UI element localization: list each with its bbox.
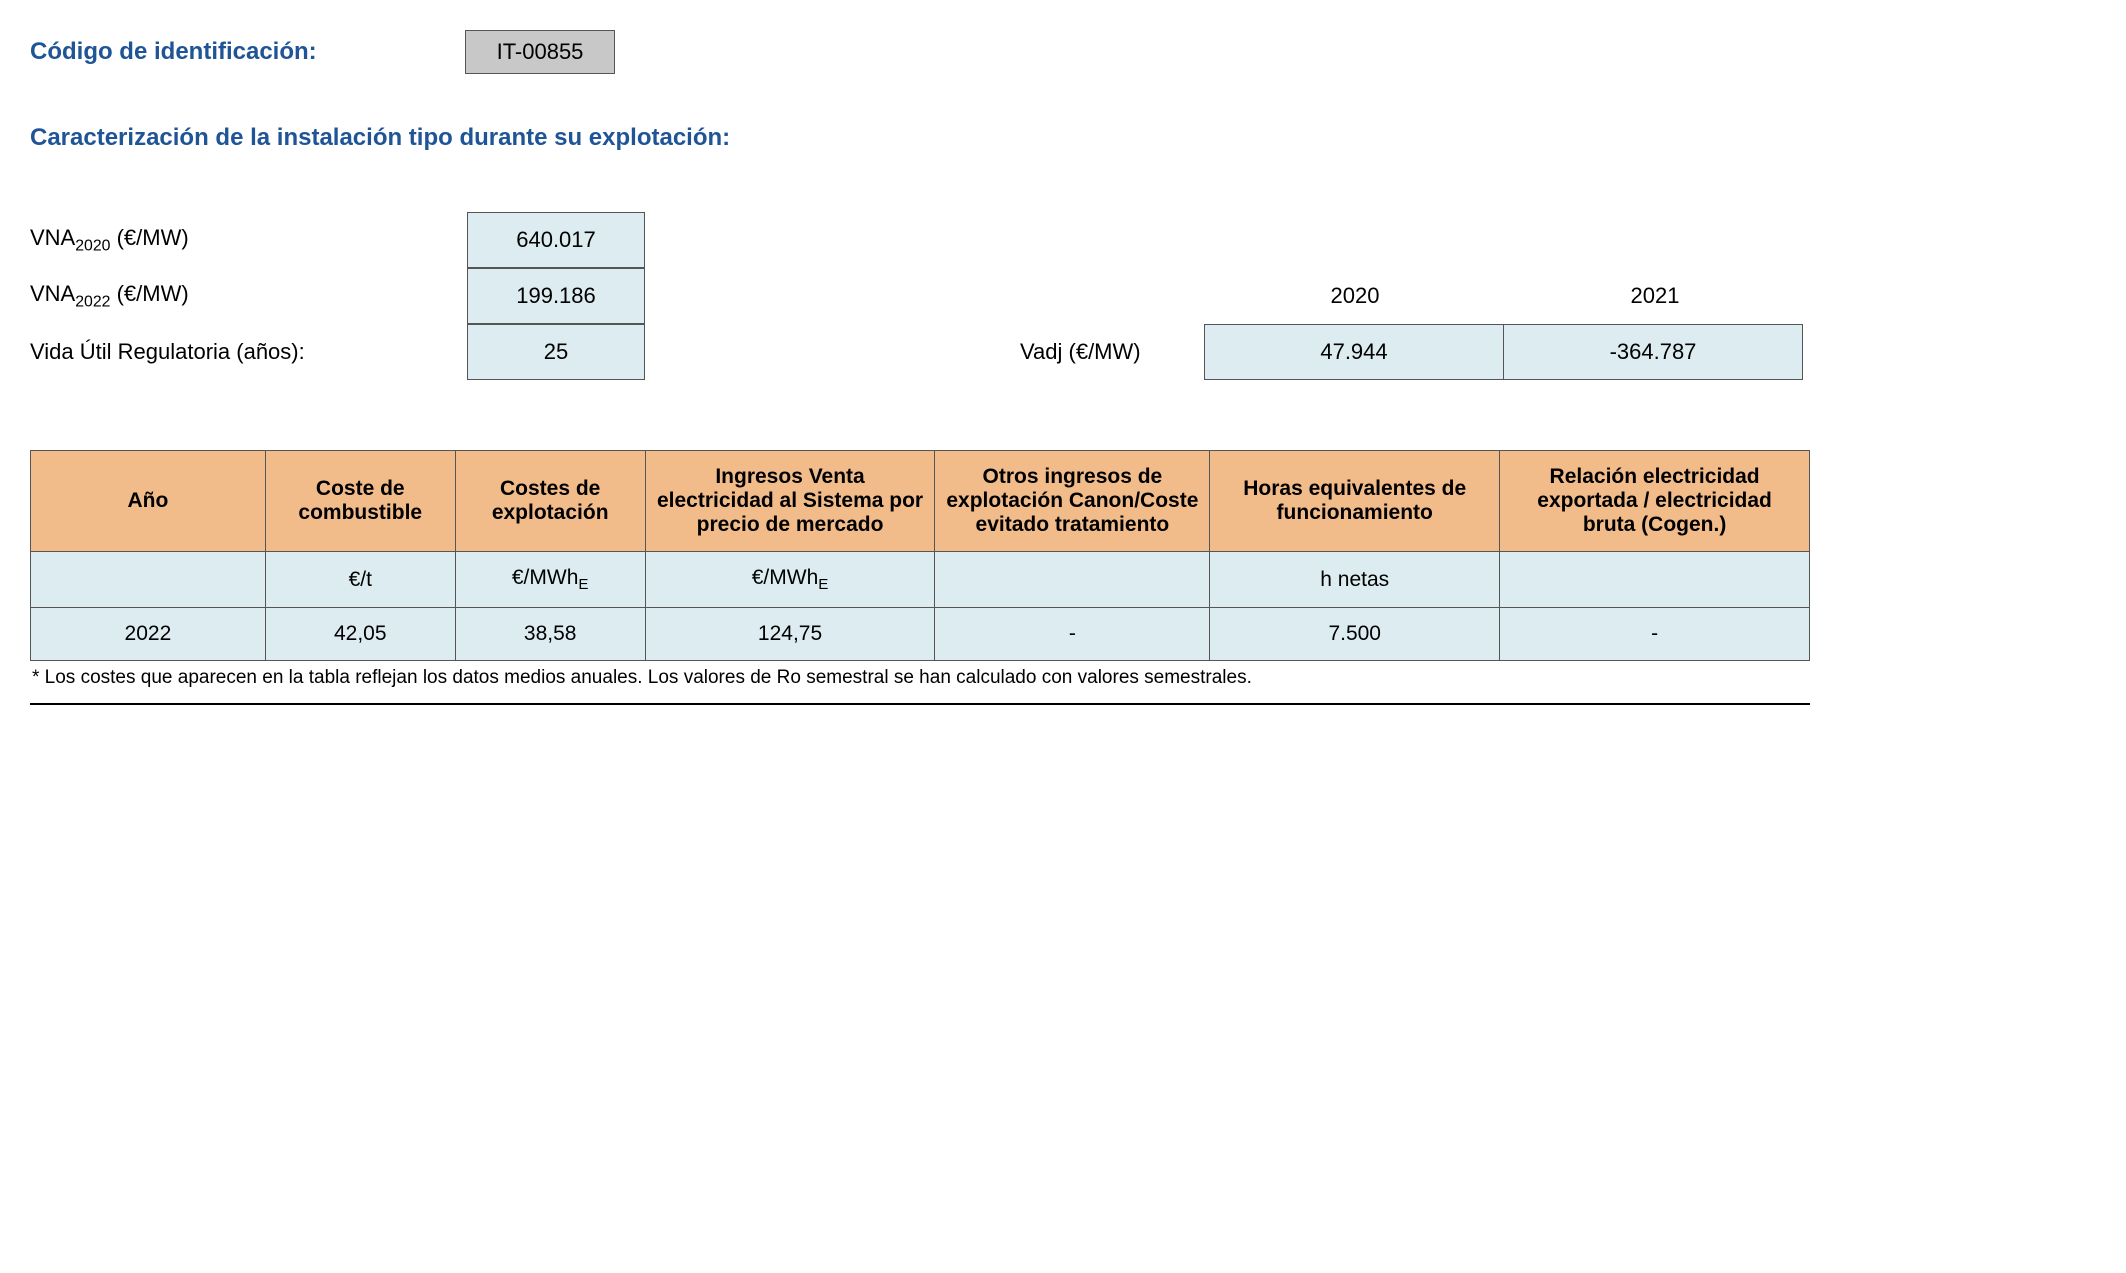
- vna-2020-row: VNA2020 (€/MW) 640.017: [30, 212, 645, 268]
- cell-ano: 2022: [31, 608, 266, 661]
- main-table: Año Coste de combustible Costes de explo…: [30, 450, 1810, 661]
- vna-2022-suffix: (€/MW): [110, 281, 188, 306]
- cell-costes-expl: 38,58: [455, 608, 645, 661]
- vna-2020-label: VNA2020 (€/MW): [30, 225, 468, 255]
- unit-ingresos-venta-prefix: €/MWh: [752, 566, 819, 589]
- section-title: Caracterización de la instalación tipo d…: [30, 124, 2096, 152]
- unit-ano: [31, 552, 266, 608]
- vna-2022-prefix: VNA: [30, 281, 75, 306]
- code-value-box: IT-00855: [465, 30, 615, 74]
- vna-2022-sub: 2022: [75, 293, 110, 310]
- vadj-2020-value: 47.944: [1204, 324, 1504, 380]
- unit-costes-expl: €/MWhE: [455, 552, 645, 608]
- parameters-left: VNA2020 (€/MW) 640.017 VNA2022 (€/MW) 19…: [30, 212, 645, 380]
- th-relacion: Relación electricidad exportada / electr…: [1500, 451, 1810, 552]
- unit-costes-expl-sub: E: [578, 576, 588, 593]
- unit-coste-comb: €/t: [265, 552, 455, 608]
- vadj-zone: 2020 2021 Vadj (€/MW) 47.944 -364.787: [1015, 268, 1805, 380]
- unit-relacion: [1500, 552, 1810, 608]
- divider-line: [30, 703, 1810, 705]
- table-units-row: €/t €/MWhE €/MWhE h netas: [31, 552, 1810, 608]
- code-label: Código de identificación:: [30, 30, 465, 66]
- cell-relacion: -: [1500, 608, 1810, 661]
- cell-otros-ingresos: -: [935, 608, 1210, 661]
- th-otros-ingresos: Otros ingresos de explotación Canon/Cost…: [935, 451, 1210, 552]
- vida-label: Vida Útil Regulatoria (años):: [30, 339, 468, 365]
- th-ingresos-venta: Ingresos Venta electricidad al Sistema p…: [645, 451, 935, 552]
- cell-ingresos-venta: 124,75: [645, 608, 935, 661]
- unit-ingresos-venta-sub: E: [818, 576, 828, 593]
- th-costes-expl: Costes de explotación: [455, 451, 645, 552]
- vadj-label: Vadj (€/MW): [1015, 324, 1205, 380]
- th-coste-comb: Coste de combustible: [265, 451, 455, 552]
- cell-coste-comb: 42,05: [265, 608, 455, 661]
- vna-2022-label: VNA2022 (€/MW): [30, 281, 468, 311]
- table-header-row: Año Coste de combustible Costes de explo…: [31, 451, 1810, 552]
- vida-value: 25: [467, 324, 645, 380]
- unit-costes-expl-prefix: €/MWh: [512, 566, 579, 589]
- vadj-year-2021-header: 2021: [1505, 283, 1805, 309]
- vna-2020-prefix: VNA: [30, 225, 75, 250]
- th-ano: Año: [31, 451, 266, 552]
- vna-2022-value: 199.186: [467, 268, 645, 324]
- vna-2020-sub: 2020: [75, 237, 110, 254]
- vna-2020-value: 640.017: [467, 212, 645, 268]
- vadj-year-headers: 2020 2021: [1015, 268, 1805, 324]
- vida-row: Vida Útil Regulatoria (años): 25: [30, 324, 645, 380]
- identification-row: Código de identificación: IT-00855: [30, 30, 2096, 74]
- vna-2022-row: VNA2022 (€/MW) 199.186: [30, 268, 645, 324]
- table-data-row: 2022 42,05 38,58 124,75 - 7.500 -: [31, 608, 1810, 661]
- vna-2020-suffix: (€/MW): [110, 225, 188, 250]
- cell-horas: 7.500: [1210, 608, 1500, 661]
- vadj-year-2020-header: 2020: [1205, 283, 1505, 309]
- vadj-2021-value: -364.787: [1503, 324, 1803, 380]
- unit-ingresos-venta: €/MWhE: [645, 552, 935, 608]
- th-horas: Horas equivalentes de funcionamiento: [1210, 451, 1500, 552]
- vadj-row: Vadj (€/MW) 47.944 -364.787: [1015, 324, 1805, 380]
- unit-horas: h netas: [1210, 552, 1500, 608]
- footnote: * Los costes que aparecen en la tabla re…: [30, 667, 2096, 689]
- parameters-zone: VNA2020 (€/MW) 640.017 VNA2022 (€/MW) 19…: [30, 212, 2096, 380]
- unit-otros-ingresos: [935, 552, 1210, 608]
